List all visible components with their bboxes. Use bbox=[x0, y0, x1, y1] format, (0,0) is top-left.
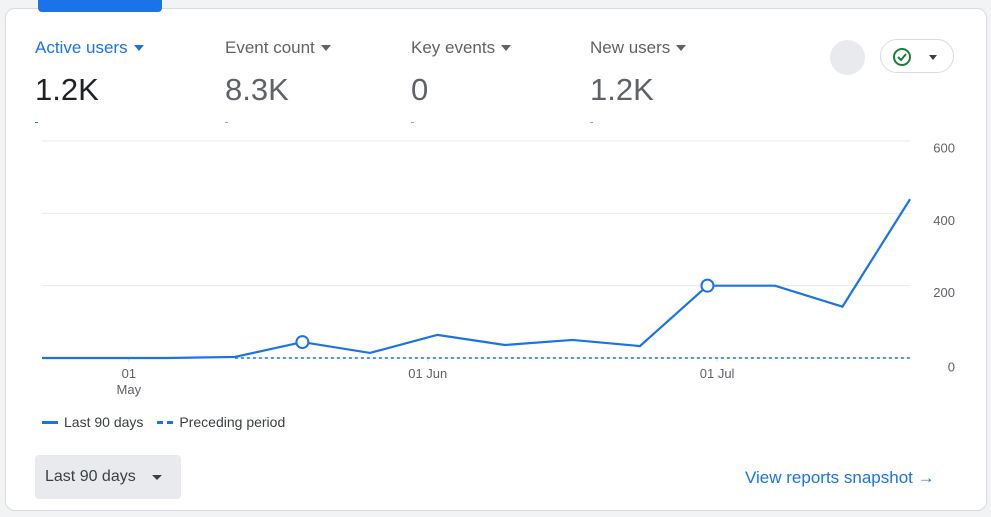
metric-value: 1.2K bbox=[35, 72, 99, 107]
status-icon bbox=[893, 48, 937, 66]
link-label: View reports snapshot bbox=[745, 468, 913, 487]
sparkline-dash bbox=[225, 122, 228, 123]
metric-value: 0 bbox=[411, 72, 429, 107]
legend: Last 90 days Preceding period bbox=[42, 414, 285, 430]
range-button-label: Last 90 days bbox=[45, 468, 136, 485]
y-tick-label: 600 bbox=[933, 140, 955, 155]
metric-value: 1.2K bbox=[590, 72, 654, 107]
metric[interactable]: Event count 8.3K bbox=[225, 38, 331, 123]
status-pill[interactable] bbox=[880, 39, 954, 73]
legend-item: Preceding period bbox=[157, 414, 285, 430]
badge-icon[interactable] bbox=[830, 40, 865, 75]
x-tick-label: 01 May bbox=[116, 366, 142, 397]
view-reports-link[interactable]: View reports snapshot → bbox=[745, 468, 935, 487]
legend-label: Preceding period bbox=[179, 414, 286, 430]
x-tick-label: 01 Jun bbox=[408, 366, 448, 381]
legend-swatch bbox=[42, 420, 58, 424]
sparkline-dash bbox=[411, 122, 414, 123]
x-tick-label: 01 Jul bbox=[699, 366, 735, 381]
sparkline-dash bbox=[590, 122, 593, 123]
legend-item: Last 90 days bbox=[42, 414, 143, 430]
metric[interactable]: New users 1.2K bbox=[590, 38, 686, 123]
metric-label: Key events bbox=[411, 38, 511, 58]
metric-label: New users bbox=[590, 38, 686, 58]
legend-swatch bbox=[157, 420, 174, 424]
y-tick-label: 200 bbox=[933, 285, 955, 300]
point-marker bbox=[295, 335, 310, 350]
y-tick-label: 400 bbox=[933, 213, 955, 228]
legend-label: Last 90 days bbox=[64, 414, 144, 430]
range-button[interactable]: Last 90 days bbox=[35, 455, 181, 499]
sparkline-dash bbox=[35, 122, 38, 123]
point-marker bbox=[700, 278, 715, 293]
metric[interactable]: Key events 0 bbox=[411, 38, 511, 123]
metric-label: Active users bbox=[35, 38, 144, 58]
card bbox=[5, 8, 987, 511]
active-tab-indicator bbox=[38, 0, 162, 12]
y-tick-label: 0 bbox=[948, 359, 955, 374]
metric-value: 8.3K bbox=[225, 72, 289, 107]
metric-label: Event count bbox=[225, 38, 331, 58]
line-series bbox=[42, 198, 911, 360]
metric[interactable]: Active users 1.2K bbox=[35, 38, 144, 123]
